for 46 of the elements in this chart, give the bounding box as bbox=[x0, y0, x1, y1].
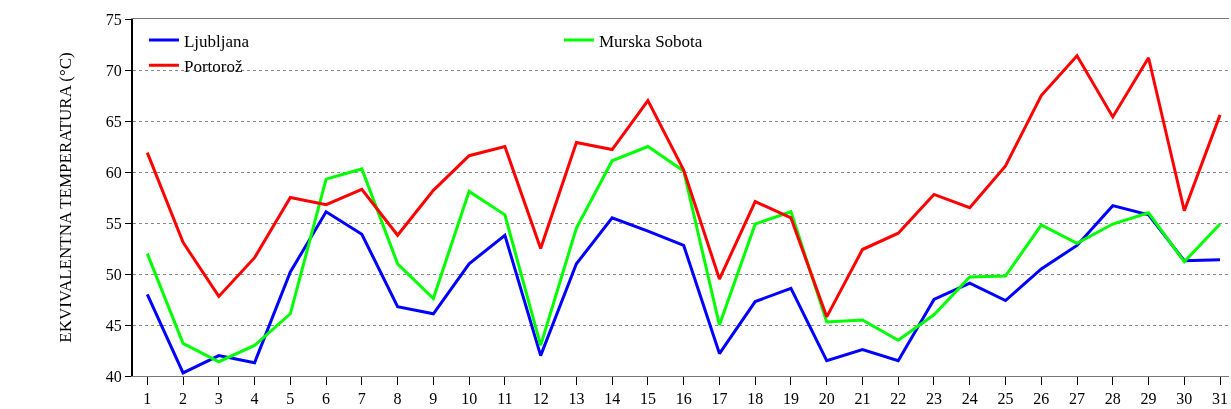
x-tick-label: 2 bbox=[179, 390, 188, 408]
x-tick-label: 17 bbox=[711, 390, 728, 408]
x-tick-label: 23 bbox=[925, 390, 942, 408]
x-tick-label: 22 bbox=[890, 390, 907, 408]
x-tick-label: 7 bbox=[357, 390, 366, 408]
y-tick-label: 40 bbox=[105, 367, 122, 385]
x-tick-label: 9 bbox=[429, 390, 438, 408]
x-tick-label: 3 bbox=[214, 390, 223, 408]
x-tick-label: 27 bbox=[1069, 390, 1086, 408]
y-axis-title: EKVIVALENTNA TEMPERATURA (°C) bbox=[55, 52, 75, 343]
x-tick-label: 20 bbox=[818, 390, 835, 408]
x-tick-label: 28 bbox=[1104, 390, 1121, 408]
x-tick-label: 25 bbox=[997, 390, 1014, 408]
x-tick-label: 8 bbox=[393, 390, 402, 408]
y-tick-label: 60 bbox=[105, 163, 122, 181]
x-tick-label: 18 bbox=[747, 390, 764, 408]
legend-label: Murska Sobota bbox=[598, 31, 703, 51]
x-tick-label: 6 bbox=[322, 390, 331, 408]
x-tick-label: 10 bbox=[461, 390, 478, 408]
y-tick-label: 55 bbox=[105, 214, 122, 232]
legend-label: Ljubljana bbox=[183, 31, 250, 51]
y-tick-label: 75 bbox=[105, 10, 122, 28]
x-tick-label: 19 bbox=[782, 390, 799, 408]
x-tick-label: 16 bbox=[675, 390, 692, 408]
x-tick-label: 11 bbox=[497, 390, 513, 408]
x-tick-label: 4 bbox=[250, 390, 259, 408]
line-series bbox=[145, 145, 1222, 364]
x-tick-label: 15 bbox=[639, 390, 656, 408]
x-tick-label: 21 bbox=[854, 390, 871, 408]
x-tick-label: 14 bbox=[604, 390, 621, 408]
line-series bbox=[145, 204, 1222, 375]
x-tick-label: 30 bbox=[1176, 390, 1193, 408]
x-tick-label: 13 bbox=[568, 390, 585, 408]
legend-label: Portorož bbox=[183, 56, 243, 76]
x-tick-label: 12 bbox=[532, 390, 549, 408]
x-tick-label: 5 bbox=[286, 390, 295, 408]
y-tick-label: 45 bbox=[105, 316, 122, 334]
y-tick-label: 65 bbox=[105, 112, 122, 130]
x-tick-label: 29 bbox=[1140, 390, 1157, 408]
line-series bbox=[145, 54, 1222, 319]
y-tick-label: 50 bbox=[105, 265, 122, 283]
x-tick-label: 1 bbox=[143, 390, 152, 408]
y-tick-label: 70 bbox=[105, 61, 122, 79]
x-tick-label: 24 bbox=[961, 390, 978, 408]
x-tick-label: 26 bbox=[1033, 390, 1050, 408]
x-tick-label: 31 bbox=[1212, 390, 1229, 408]
